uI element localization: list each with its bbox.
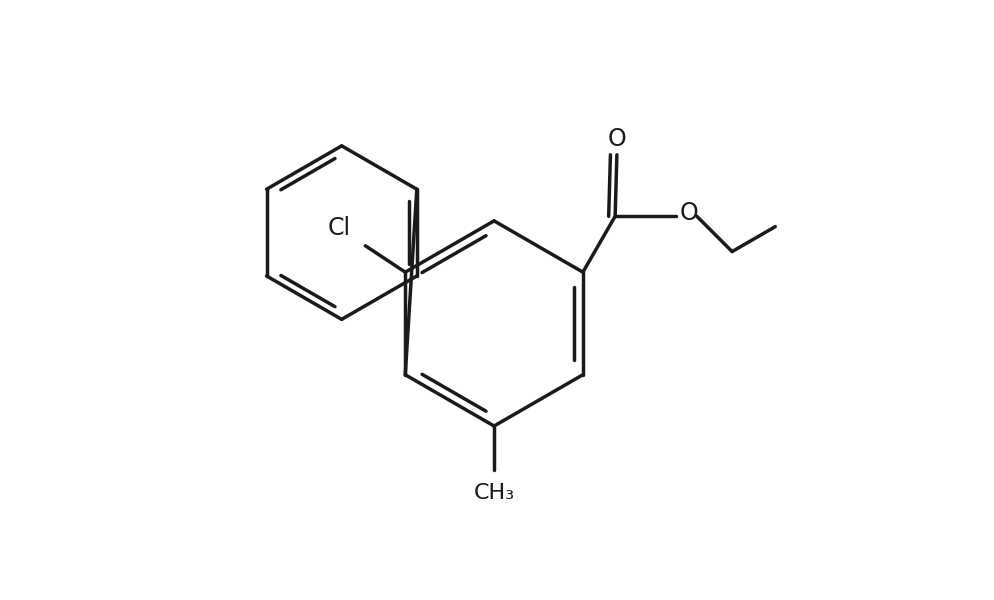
Text: O: O	[680, 202, 699, 226]
Text: Cl: Cl	[328, 216, 351, 240]
Text: O: O	[608, 127, 627, 151]
Text: CH₃: CH₃	[473, 483, 515, 503]
